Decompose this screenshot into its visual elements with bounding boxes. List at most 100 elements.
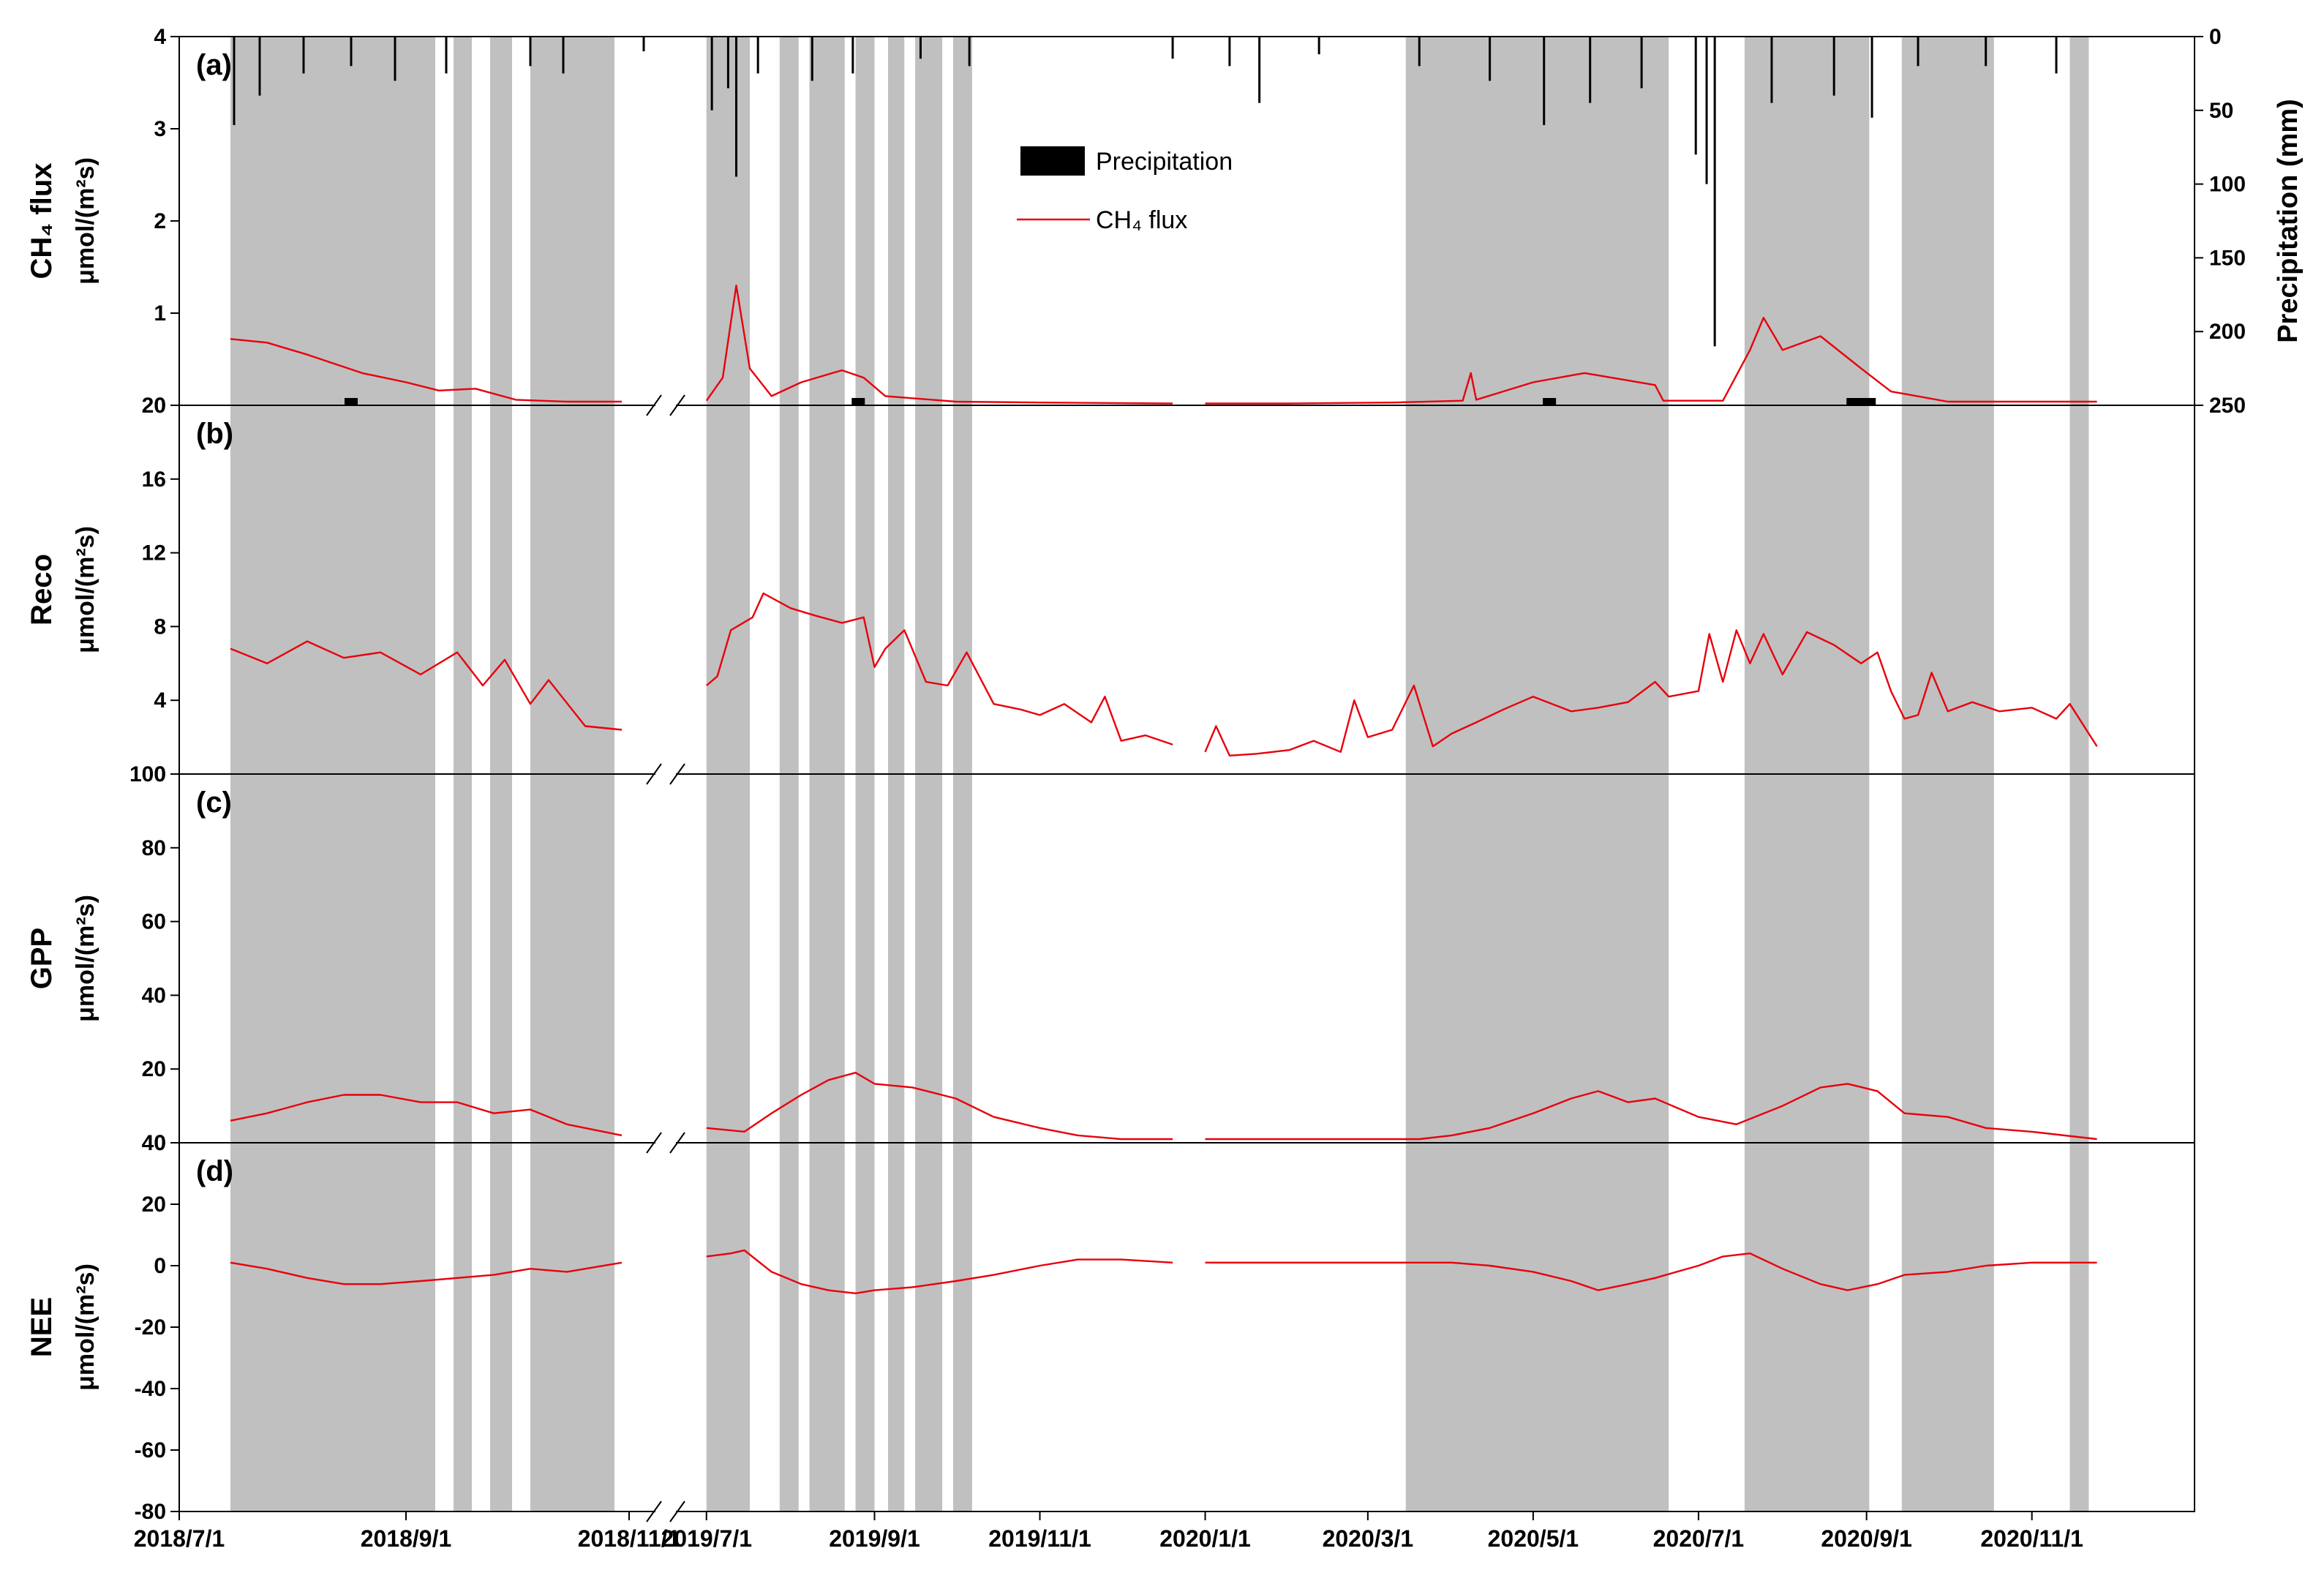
precipitation-bar	[1543, 37, 1546, 125]
legend-precip-swatch	[1020, 146, 1085, 176]
series-line	[1205, 317, 2097, 405]
x-tick-label: 2020/9/1	[1821, 1525, 1912, 1552]
precipitation-marker	[1846, 398, 1876, 405]
axis-break-gap	[655, 762, 676, 786]
legend-ch4-label: CH₄ flux	[1096, 206, 1187, 234]
precipitation-bar	[1418, 37, 1421, 67]
precipitation-bar	[756, 37, 759, 74]
x-tick-label: 2020/1/1	[1159, 1525, 1251, 1552]
panel-tag: (a)	[196, 49, 232, 81]
series-line	[1205, 1252, 2097, 1291]
y2-tick-label: 0	[2209, 25, 2222, 49]
axis-break-mark	[669, 1132, 685, 1154]
y2-tick-label: 200	[2209, 320, 2246, 344]
y2-tick-label: 250	[2209, 394, 2246, 418]
series-line	[706, 1071, 1173, 1141]
precipitation-bar	[233, 37, 236, 125]
panel-labels: (a) CH₄ flux μmol/(m²s) (b) Reco μmol/(m²s) (c…	[26, 49, 2304, 1391]
y-tick-label: -80	[135, 1500, 166, 1524]
precipitation-bar	[1258, 37, 1261, 103]
precipitation-bar	[811, 37, 813, 81]
precipitation-bar	[258, 37, 261, 96]
y-axis-unit: μmol/(m²s)	[72, 895, 99, 1022]
y-tick-label: 40	[142, 983, 166, 1007]
precipitation-marker	[851, 398, 865, 405]
y-tick-label: 4	[154, 688, 166, 713]
axis-break-mark	[646, 763, 662, 785]
y-tick-label: 60	[142, 910, 166, 934]
precipitation-bar	[529, 37, 532, 67]
precipitation-bar	[1317, 37, 1320, 55]
x-tick-label: 2020/3/1	[1323, 1525, 1414, 1552]
precipitation-bar	[1171, 37, 1174, 59]
y-tick-label: -40	[135, 1377, 166, 1401]
y-tick-label: -20	[135, 1315, 166, 1340]
y-tick-label: 1	[154, 301, 166, 326]
y-tick-label: 4	[154, 25, 166, 49]
series-line	[1204, 629, 2098, 757]
y2-tick-label: 150	[2209, 246, 2246, 270]
y-tick-label: 16	[142, 467, 166, 492]
precipitation-bar	[735, 37, 738, 177]
y-tick-label: 0	[154, 762, 166, 786]
precipitation-bar	[710, 37, 713, 110]
x-tick-label: 2020/7/1	[1653, 1525, 1745, 1552]
precipitation-bar	[2055, 37, 2058, 74]
axis-break-gap	[655, 1500, 676, 1523]
precipitation-marker	[1543, 398, 1557, 405]
precipitation-bar	[726, 37, 729, 89]
panel-frames: 01234048121620020406080100-80-60-40-2002…	[129, 25, 2246, 1552]
series-line	[706, 1249, 1173, 1295]
precipitation-bar	[1870, 37, 1873, 118]
axis-break-mark	[669, 1501, 685, 1522]
y2-tick-label: 100	[2209, 173, 2246, 197]
panel-tag: (d)	[196, 1155, 233, 1187]
y-tick-label: 8	[154, 615, 166, 639]
series-line	[230, 338, 622, 403]
precipitation-bar	[919, 37, 922, 59]
x-tick-label: 2018/9/1	[361, 1525, 452, 1552]
axis-break-gap	[655, 394, 676, 417]
axis-break-gap	[655, 1131, 676, 1154]
series-line	[705, 285, 1173, 405]
axis-break-mark	[646, 1501, 662, 1522]
x-tick-label: 2018/7/1	[134, 1525, 225, 1552]
x-tick-label: 2019/11/1	[988, 1525, 1091, 1552]
precipitation-bar	[1985, 37, 1988, 67]
y-tick-label: 2	[154, 209, 166, 233]
precipitation-bar	[1228, 37, 1231, 67]
precipitation-marker	[345, 398, 358, 405]
y-tick-label: 100	[129, 762, 166, 786]
x-tick-label: 2018/11/1	[578, 1525, 681, 1552]
y-axis-title: NEE	[26, 1297, 58, 1357]
y-axis-unit: μmol/(m²s)	[72, 157, 99, 285]
precipitation-bar	[1694, 37, 1697, 155]
y-tick-label: 0	[154, 1254, 166, 1278]
precipitation-bar	[1770, 37, 1773, 103]
y-axis-unit: μmol/(m²s)	[72, 526, 99, 653]
y-axis-title: CH₄ flux	[26, 162, 58, 279]
y-tick-label: 12	[142, 541, 166, 566]
precipitation-bar	[1832, 37, 1835, 96]
x-tick-label: 2020/11/1	[1980, 1525, 2083, 1552]
precipitation-bars	[233, 37, 2058, 405]
y-tick-label: 20	[142, 394, 166, 418]
panel-tag: (b)	[196, 418, 233, 450]
series-line	[706, 592, 1173, 746]
axis-break-mark	[646, 1132, 662, 1154]
x-tick-label: 2019/7/1	[661, 1525, 752, 1552]
y-axis-title: GPP	[26, 928, 58, 989]
y-axis-title: Reco	[26, 554, 58, 626]
y-tick-label: -60	[135, 1438, 166, 1462]
precipitation-bar	[851, 37, 854, 74]
precipitation-bar	[642, 37, 645, 52]
y-axis-unit: μmol/(m²s)	[72, 1263, 99, 1391]
legend-precip-label: Precipitation	[1096, 148, 1233, 176]
precipitation-bar	[1489, 37, 1492, 81]
y2-tick-label: 50	[2209, 99, 2233, 123]
y-tick-label: 80	[142, 836, 166, 860]
precipitation-bar	[350, 37, 353, 67]
flux-series	[230, 285, 2098, 1295]
precipitation-bar	[1713, 37, 1716, 347]
